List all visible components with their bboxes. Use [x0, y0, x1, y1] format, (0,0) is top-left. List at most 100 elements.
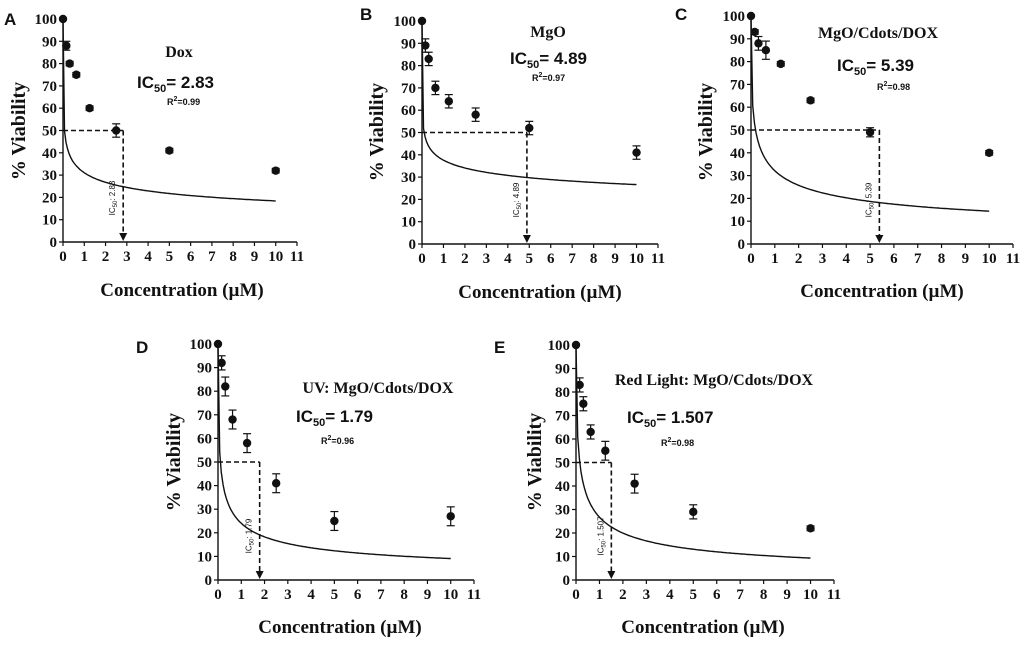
ic50-line-label-prefix: IC [512, 209, 521, 217]
data-point [525, 123, 534, 133]
data-point [446, 512, 455, 521]
y-axis-title: % Viability [524, 413, 546, 511]
x-tick-label: 3 [819, 251, 827, 267]
ic50-annotation: IC50= 2.83 [137, 73, 214, 95]
x-tick-label: 5 [331, 587, 339, 603]
y-tick-label: 0 [205, 573, 213, 589]
x-tick-label: 7 [377, 587, 385, 603]
ic50-arrow-head [522, 235, 531, 243]
y-tick-label: 80 [197, 384, 212, 400]
r-squared-prefix: R [661, 438, 668, 448]
data-point [575, 380, 584, 390]
x-tick-label: 1 [771, 251, 779, 267]
ic50-annotation: IC50= 5.39 [837, 56, 914, 78]
r-squared-annotation: R2=0.98 [877, 81, 910, 92]
r-squared-value: =0.99 [177, 97, 200, 107]
ic50-line-label: IC50: 1.79 [245, 518, 256, 553]
data-point [776, 59, 785, 69]
data-point [761, 46, 771, 55]
x-tick-label: 6 [354, 587, 362, 603]
x-tick-label: 11 [1006, 251, 1020, 267]
x-tick-label: 3 [483, 251, 491, 267]
data-point [865, 128, 875, 137]
data-point [571, 340, 581, 350]
r-squared-value: =0.98 [887, 82, 910, 92]
ic50-line-label-value: : 2.83 [108, 180, 117, 201]
y-tick-label: 70 [42, 79, 57, 95]
x-tick-label: 2 [461, 251, 469, 267]
chart-title: Dox [165, 44, 193, 61]
data-point [471, 110, 480, 119]
x-tick-label: 2 [102, 249, 110, 265]
x-tick-label: 8 [938, 251, 946, 267]
ic50-line-label-value: : 5.39 [864, 182, 873, 203]
y-tick-label: 100 [548, 338, 571, 354]
y-tick-label: 60 [555, 432, 570, 448]
data-point [62, 41, 71, 50]
data-point [58, 14, 68, 24]
data-point [111, 126, 121, 135]
y-tick-label: 20 [42, 190, 57, 206]
x-tick-label: 4 [843, 251, 851, 267]
ic50-line-label: IC50: 5.39 [864, 182, 875, 217]
ic50-sub: 50 [644, 418, 656, 430]
ic50-line-label-value: : 1.507 [596, 516, 605, 541]
data-point [421, 41, 430, 50]
x-tick-label: 0 [214, 587, 222, 603]
y-tick-label: 20 [555, 526, 570, 542]
ic50-line-label-value: : 1.79 [245, 518, 254, 539]
data-point [424, 54, 433, 64]
y-tick-label: 30 [42, 168, 57, 184]
y-tick-label: 70 [555, 409, 570, 425]
ic50-arrow-head [255, 571, 264, 579]
r-squared-value: =0.98 [671, 438, 694, 448]
y-tick-label: 90 [42, 34, 57, 50]
fit-curve [217, 343, 451, 560]
y-tick-label: 40 [401, 148, 416, 164]
x-tick-label: 0 [418, 251, 426, 267]
x-tick-label: 0 [59, 249, 67, 265]
panel-letter: D [136, 338, 148, 357]
x-tick-label: 1 [596, 587, 604, 603]
r-squared-prefix: R [877, 82, 884, 92]
y-tick-label: 0 [409, 237, 417, 253]
y-tick-label: 100 [35, 12, 58, 28]
x-tick-label: 9 [424, 587, 432, 603]
data-point [601, 446, 610, 455]
y-tick-label: 10 [730, 214, 745, 230]
x-tick-label: 4 [666, 587, 674, 603]
ic50-line-label-sub: 50 [601, 540, 607, 547]
y-tick-label: 100 [190, 337, 213, 353]
ic50-sub: 50 [527, 59, 539, 71]
y-tick-label: 80 [401, 59, 416, 75]
y-tick-label: 80 [730, 55, 745, 71]
x-axis-title: Concentration (µM) [458, 282, 621, 303]
data-point [746, 11, 756, 21]
x-tick-label: 8 [760, 587, 768, 603]
x-tick-label: 6 [547, 251, 555, 267]
y-tick-label: 10 [197, 549, 212, 565]
data-point [228, 415, 237, 424]
x-tick-label: 7 [914, 251, 922, 267]
x-tick-label: 10 [268, 249, 283, 265]
data-point [750, 27, 759, 37]
ic50-line-label-prefix: IC [596, 547, 605, 555]
ic50-line-label-prefix: IC [108, 207, 117, 215]
x-tick-label: 4 [307, 587, 315, 603]
x-tick-label: 0 [747, 251, 755, 267]
data-point [271, 166, 280, 175]
data-point [630, 479, 639, 488]
ic50-line-label: IC50: 2.83 [108, 180, 119, 215]
y-tick-label: 100 [394, 14, 417, 30]
fit-curve [575, 344, 811, 559]
ic50-annotation: IC50= 4.89 [510, 49, 587, 71]
data-point [217, 358, 226, 368]
y-tick-label: 50 [42, 124, 57, 140]
x-tick-label: 5 [690, 587, 698, 603]
y-tick-label: 50 [401, 126, 416, 142]
x-tick-label: 4 [504, 251, 512, 267]
ic50-line-label-sub: 50 [517, 202, 523, 209]
x-tick-label: 9 [251, 249, 259, 265]
